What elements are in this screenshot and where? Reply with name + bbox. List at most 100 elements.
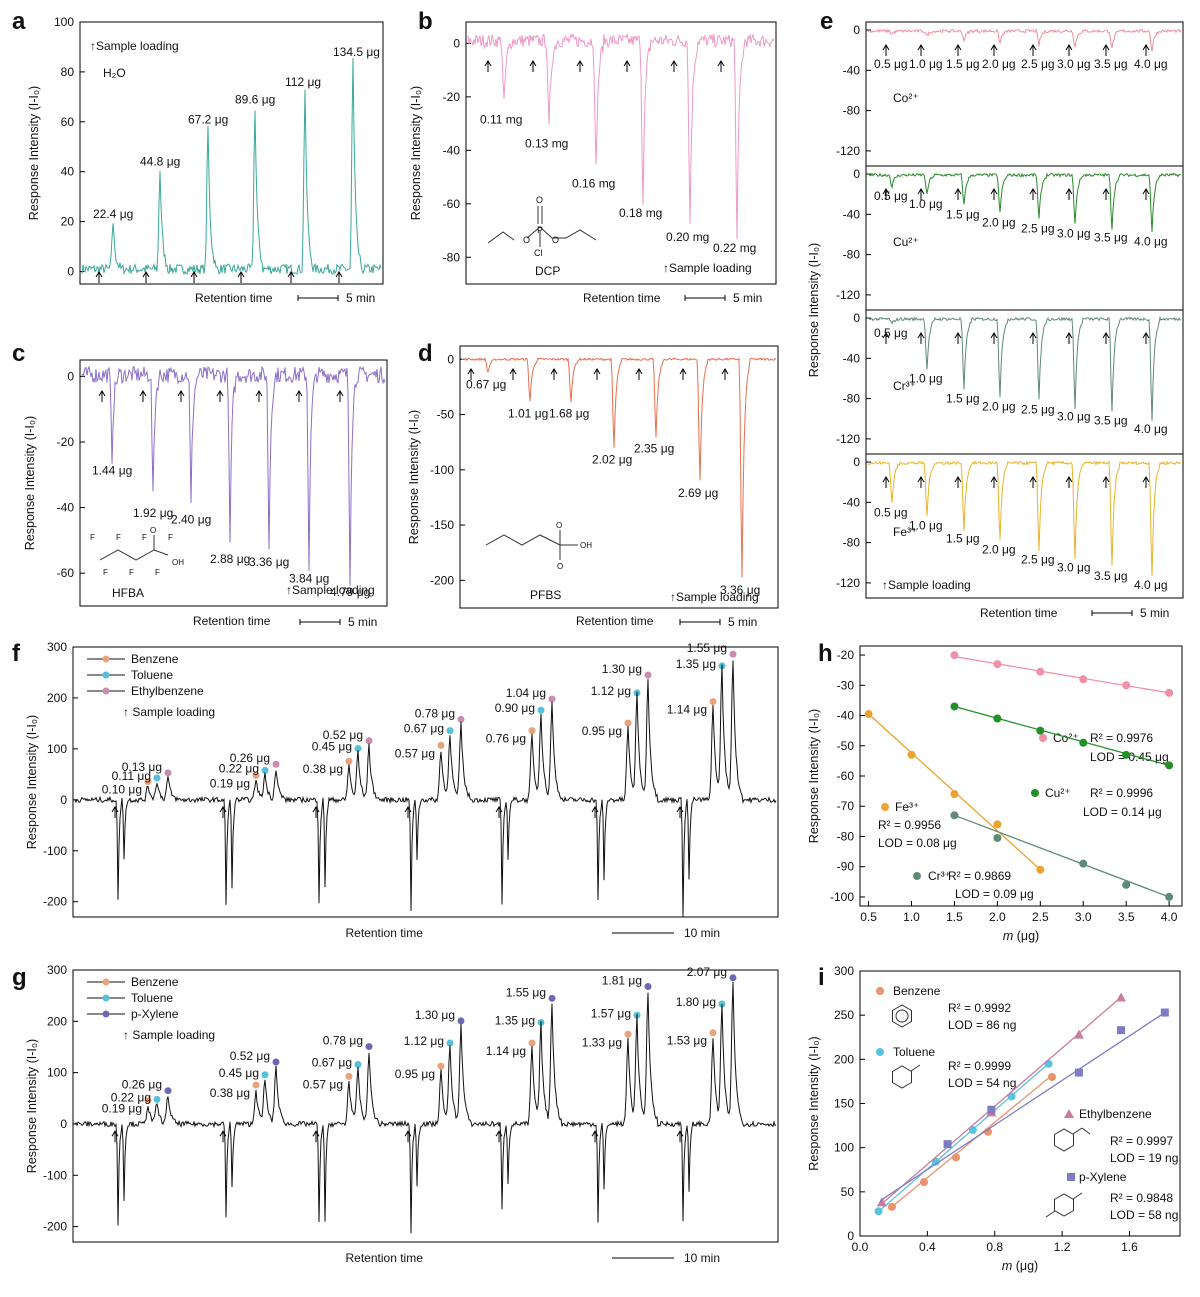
i-data-point: [1048, 1073, 1056, 1081]
c-ytick-label: -20: [57, 435, 75, 449]
b-peak-label: 0.22 mg: [713, 241, 756, 255]
g-peak-marker: [709, 1029, 717, 1037]
f-legend-item: Ethylbenzene: [131, 684, 204, 698]
f-peak-marker: [365, 737, 373, 745]
sample-loading-arrow: [1065, 44, 1073, 56]
f-peak-label: 0.78 μg: [415, 706, 455, 720]
arrow-head: [1029, 332, 1037, 339]
sample-loading-arrow: [917, 44, 925, 56]
e-ytick-label: -40: [843, 351, 861, 365]
f-legend-sample-loading: ↑ Sample loading: [123, 705, 215, 719]
g-ytick-label: 200: [47, 1014, 67, 1028]
b-peak-label: 0.11 mg: [480, 113, 522, 127]
bond: [487, 226, 597, 244]
sample-loading-arrow: [1142, 188, 1150, 200]
g-peak-label: 1.14 μg: [486, 1044, 526, 1058]
e-peak-label: 4.0 μg: [1134, 234, 1168, 248]
f-peak-label: 0.90 μg: [495, 701, 535, 715]
arrow-head: [1142, 332, 1150, 339]
h-data-point: [1122, 681, 1131, 690]
h-data-point: [1165, 892, 1174, 901]
e-peak-label: 0.5 μg: [874, 189, 908, 203]
g-peak-label: 1.80 μg: [676, 995, 716, 1009]
d-xlabel: Retention time: [576, 614, 654, 628]
arrow-head: [1029, 188, 1037, 195]
e-series-line: [867, 460, 1182, 577]
h-ytick-label: -80: [837, 829, 855, 843]
i-ytick-label: 50: [841, 1185, 855, 1199]
g-legend-marker: [102, 994, 110, 1002]
dcp-atom: O: [536, 195, 543, 205]
g-peak-marker: [164, 1087, 172, 1095]
i-series-name: Toluene: [893, 1045, 935, 1059]
f-peak-label: 0.11 μg: [112, 769, 151, 783]
h-xlabel: m (μg): [1003, 929, 1039, 943]
sample-loading-arrow: [1065, 332, 1073, 344]
f-peak-marker: [644, 671, 652, 679]
hfba-atom: F: [103, 568, 108, 577]
h-lod-label: LOD = 0.14 μg: [1083, 805, 1162, 819]
g-scale-label: 10 min: [684, 1251, 720, 1265]
i-lod-label: LOD = 54 ng: [948, 1076, 1016, 1090]
arrow-head: [576, 60, 584, 67]
d-ytick-label: -200: [430, 573, 454, 587]
c-series-line: [81, 365, 386, 586]
e-ytick-label: -120: [836, 576, 860, 590]
sample-loading-arrow: [576, 60, 584, 72]
a-peak-label: 44.8 μg: [140, 155, 180, 169]
i-r2-label: R² = 0.9999: [948, 1059, 1011, 1073]
pfbs-atom: O: [557, 562, 563, 571]
c-ylabel: Response Intensity (I-I₀): [23, 416, 37, 550]
sample-loading-arrow: [990, 44, 998, 56]
sample-loading-arrow: [954, 44, 962, 56]
panel-letter-d: d: [418, 340, 433, 367]
e-peak-label: 1.5 μg: [946, 532, 980, 546]
f-legend-marker: [102, 655, 110, 663]
arrow-head: [623, 60, 631, 67]
e-series-label: Cu²⁺: [893, 235, 919, 249]
f-ytick-label: -100: [43, 844, 67, 858]
sample-loading-arrow: [1142, 44, 1150, 56]
h-legend-marker: [1031, 789, 1039, 797]
sample-loading-arrow: [255, 390, 263, 402]
g-peak-label: 0.45 μg: [219, 1066, 259, 1080]
f-peak-label: 0.13 μg: [122, 760, 162, 774]
h-r2-label: R² = 0.9976: [1090, 731, 1153, 745]
arrow-head: [721, 368, 729, 375]
arrow-head: [591, 1130, 599, 1137]
g-legend-sample-loading: ↑ Sample loading: [123, 1028, 215, 1042]
f-peak-label: 0.57 μg: [395, 746, 435, 760]
i-data-point: [943, 1140, 952, 1149]
h-xtick-label: 3.5: [1118, 910, 1135, 924]
h-ytick-label: -40: [837, 709, 855, 723]
arrow-head: [404, 806, 412, 813]
e-ytick-label: 0: [853, 23, 860, 37]
sample-loading-arrow: [287, 271, 295, 283]
g-legend-marker: [102, 978, 110, 986]
arrow-head: [917, 476, 925, 483]
d-legend-sample-loading: ↑Sample loading: [670, 590, 759, 604]
f-peak-marker: [144, 778, 152, 786]
e-ytick-label: -120: [836, 144, 860, 158]
g-peak-label: 1.53 μg: [667, 1034, 707, 1048]
sample-loading-arrow: [954, 188, 962, 200]
arrow-head: [679, 368, 687, 375]
sample-loading-arrow: [550, 368, 558, 380]
h-ytick-label: -60: [837, 769, 855, 783]
d-peak-label: 2.02 μg: [592, 453, 632, 467]
arrow-head: [1029, 44, 1037, 51]
hfba-atom: F: [142, 533, 147, 542]
arrow-head: [591, 806, 599, 813]
g-peak-marker: [144, 1096, 152, 1104]
arrow-head: [1102, 44, 1110, 51]
a-ytick-label: 20: [61, 215, 75, 229]
f-peak-label: 0.22 μg: [219, 761, 259, 775]
arrow-head: [954, 188, 962, 195]
e-peak-label: 1.0 μg: [909, 371, 943, 385]
dcp-atom: O: [523, 235, 530, 245]
e-ytick-label: -40: [843, 495, 861, 509]
a-ytick-label: 40: [61, 165, 75, 179]
a-peak-label: 112 μg: [285, 75, 321, 89]
e-peak-label: 0.5 μg: [874, 326, 908, 340]
d-series-line: [461, 357, 777, 578]
